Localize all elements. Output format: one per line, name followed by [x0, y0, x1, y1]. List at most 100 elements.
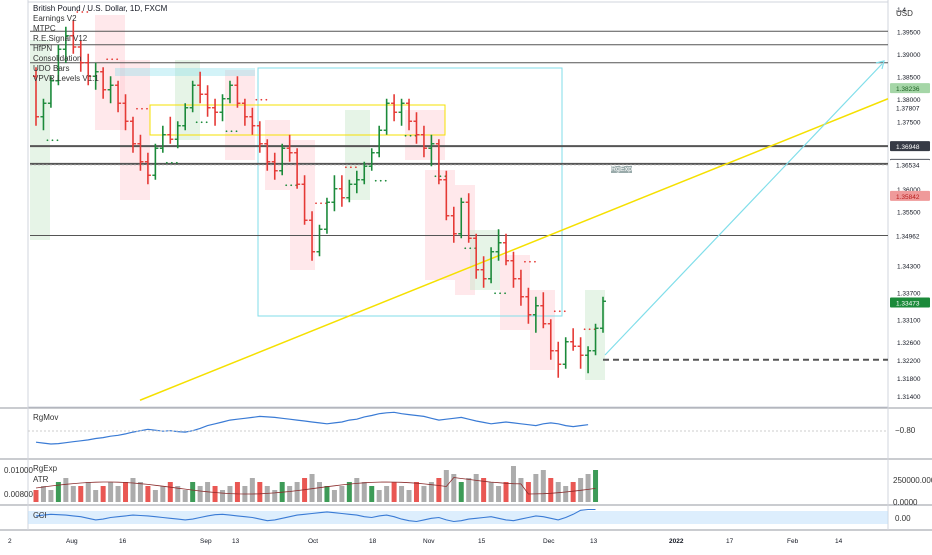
rgmov-label[interactable]: RgMov [33, 413, 59, 422]
price-tick-label: 1.32600 [897, 340, 921, 347]
time-tick-label: Oct [308, 538, 318, 545]
price-axis[interactable]: 1.4 1.39500 1.39000 1.38500 1.38000 1.37500 1.… [890, 7, 930, 401]
volume-bar [391, 482, 397, 502]
cci-label[interactable]: CCI [33, 511, 47, 520]
price-badge-label: 1.36948 [896, 144, 920, 151]
volume-bar [249, 478, 255, 502]
rgexp-pane[interactable] [33, 466, 599, 502]
consolidation-box [500, 255, 530, 330]
volume-bar [369, 486, 375, 502]
signal-dot [170, 161, 173, 164]
time-tick-label: 17 [726, 538, 734, 545]
volume-bar [70, 486, 76, 502]
signal-dot [583, 328, 586, 331]
rgexp-right-tick-2: 0.0000 [893, 498, 918, 507]
indicator-earnings[interactable]: Earnings V2 [33, 14, 77, 23]
signal-dot [409, 134, 412, 137]
price-badge-label: 1.35842 [896, 194, 920, 201]
currency-label: USD [896, 9, 913, 18]
signal-dot [235, 130, 238, 133]
atr-label[interactable]: ATR [33, 475, 49, 484]
signal-dot [504, 292, 506, 295]
signal-dot [175, 161, 178, 164]
price-badge-label: 1.33473 [896, 300, 920, 307]
volume-bar [376, 490, 382, 502]
consolidation-box [425, 170, 455, 280]
rgexp-left-tick-1: 0.01000 [4, 466, 33, 475]
main-price-pane[interactable] [0, 0, 932, 531]
cci-line [35, 508, 596, 523]
price-tick-label: 1.37500 [897, 119, 921, 126]
indicator-hfpn[interactable]: HfPN [33, 44, 53, 53]
projection-arrowhead [875, 60, 885, 70]
signal-dot [290, 184, 293, 187]
volume-bar [481, 478, 487, 502]
volume-bar [436, 478, 442, 502]
indicator-legend: British Pound / U.S. Dollar, 1D, FXCM Ea… [33, 4, 167, 84]
volume-bar [257, 482, 263, 502]
price-tick-label: 1.38000 [897, 97, 921, 104]
volume-bar [533, 474, 539, 502]
volume-bar [160, 486, 166, 502]
volume-bar [234, 482, 240, 502]
volume-bar [354, 478, 360, 502]
volume-bar [503, 482, 509, 502]
volume-bar [100, 486, 106, 502]
volume-bar [406, 490, 412, 502]
projection-line [604, 63, 883, 356]
atr-line [35, 477, 596, 495]
signal-dot [230, 130, 233, 133]
price-badge [890, 230, 930, 241]
volume-bar [466, 478, 472, 502]
volume-bar [137, 482, 143, 502]
rgmov-pane[interactable] [28, 411, 888, 445]
volume-bar [123, 482, 129, 502]
volume-bar [473, 474, 479, 502]
volume-bar [220, 490, 226, 502]
indicator-consolidation[interactable]: Consolidation [33, 54, 82, 63]
volume-bar [152, 490, 158, 502]
volume-bar [264, 486, 270, 502]
price-tick-label: 1.39500 [897, 29, 921, 36]
rgmov-tick: −0.80 [895, 426, 916, 435]
volume-bar [458, 482, 464, 502]
volume-bar [585, 474, 591, 502]
volume-bar [331, 490, 337, 502]
rgexp-label[interactable]: RgExp [33, 464, 58, 473]
volume-bar [428, 482, 434, 502]
volume-bar [115, 486, 121, 502]
indicator-vpvr[interactable]: VPVR Levels V1.1 [33, 74, 99, 83]
cci-pane[interactable] [28, 508, 888, 525]
price-tick-label: 1.32200 [897, 358, 921, 365]
cci-band [28, 511, 888, 524]
volume-bar [563, 486, 569, 502]
volume-bar [130, 478, 136, 502]
signal-dot [404, 134, 407, 137]
price-badge [890, 297, 930, 308]
volume-bar [55, 482, 61, 502]
signal-dot [46, 139, 49, 142]
signal-dot [344, 166, 347, 169]
time-tick-label: 15 [478, 538, 486, 545]
consolidation-box [470, 230, 500, 290]
volume-bar [309, 474, 315, 502]
volume-bar [63, 478, 69, 502]
volume-bar [361, 482, 367, 502]
price-tick-label: 1.33700 [897, 290, 921, 297]
volume-bar [294, 482, 300, 502]
rgmov-line [35, 411, 589, 445]
volume-bar [518, 478, 524, 502]
price-badge-label: 1.36534 [896, 163, 920, 170]
signal-dot [534, 260, 536, 263]
signal-dot [494, 292, 496, 295]
time-axis[interactable]: 2 Aug 16 Sep 13 Oct 18 Nov 15 Dec 13 2022 17 Feb 14 [8, 538, 843, 545]
price-tick-label: 1.31400 [897, 394, 921, 401]
indicator-mtpc[interactable]: MTPC [33, 24, 56, 33]
signal-dot [51, 139, 54, 142]
signal-dot [553, 310, 556, 313]
indicator-udo-bars[interactable]: UDO Bars [33, 64, 70, 73]
indicator-re-signal[interactable]: R.E.Signal V12 [33, 34, 88, 43]
range-box [257, 67, 563, 317]
